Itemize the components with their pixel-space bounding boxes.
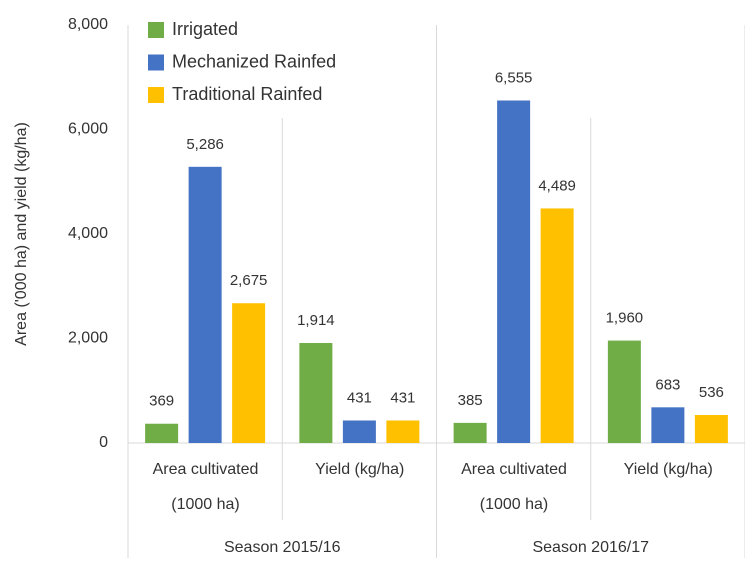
data-label: 6,555: [495, 69, 533, 86]
data-label: 4,489: [538, 177, 576, 194]
data-label: 536: [699, 384, 724, 401]
bar: [540, 208, 574, 443]
group-label: Season 2016/17: [532, 539, 649, 556]
legend-swatch: [148, 87, 164, 103]
group-label: Season 2015/16: [224, 539, 341, 556]
data-label: 1,914: [297, 312, 335, 329]
y-tick-label: 8,000: [68, 16, 108, 33]
bar: [607, 340, 641, 443]
bar: [299, 342, 333, 443]
y-tick-label: 0: [99, 434, 108, 451]
bar: [232, 303, 266, 443]
data-label: 2,675: [230, 272, 268, 289]
data-label: 431: [390, 389, 415, 406]
bar: [694, 414, 728, 443]
data-label: 1,960: [606, 310, 644, 327]
x-tick-label: Yield (kg/ha): [315, 461, 405, 478]
data-label: 385: [458, 392, 483, 409]
y-tick-label: 2,000: [68, 330, 108, 347]
y-tick-label: 6,000: [68, 121, 108, 138]
x-tick-label: Yield (kg/ha): [623, 461, 713, 478]
bar: [497, 100, 531, 443]
bar: [145, 423, 179, 443]
legend-label: Mechanized Rainfed: [172, 51, 336, 71]
bar: [188, 166, 222, 443]
data-label: 683: [655, 376, 680, 393]
data-label: 5,286: [186, 136, 224, 153]
bar: [453, 422, 487, 443]
legend-swatch: [148, 22, 164, 38]
data-label: 369: [149, 393, 174, 410]
bar: [651, 407, 685, 443]
y-axis-title: Area ('000 ha) and yield (kg/ha): [13, 122, 30, 346]
x-tick-label: Area cultivated (1000 ha): [152, 461, 259, 513]
x-tick-label: Area cultivated (1000 ha): [461, 461, 567, 513]
bar: [342, 420, 376, 443]
bar: [386, 420, 420, 443]
legend-swatch: [148, 54, 164, 71]
legend-label: Irrigated: [172, 19, 238, 39]
y-tick-label: 4,000: [68, 225, 108, 242]
legend-label: Traditional Rainfed: [172, 84, 322, 104]
data-label: 431: [347, 389, 372, 406]
